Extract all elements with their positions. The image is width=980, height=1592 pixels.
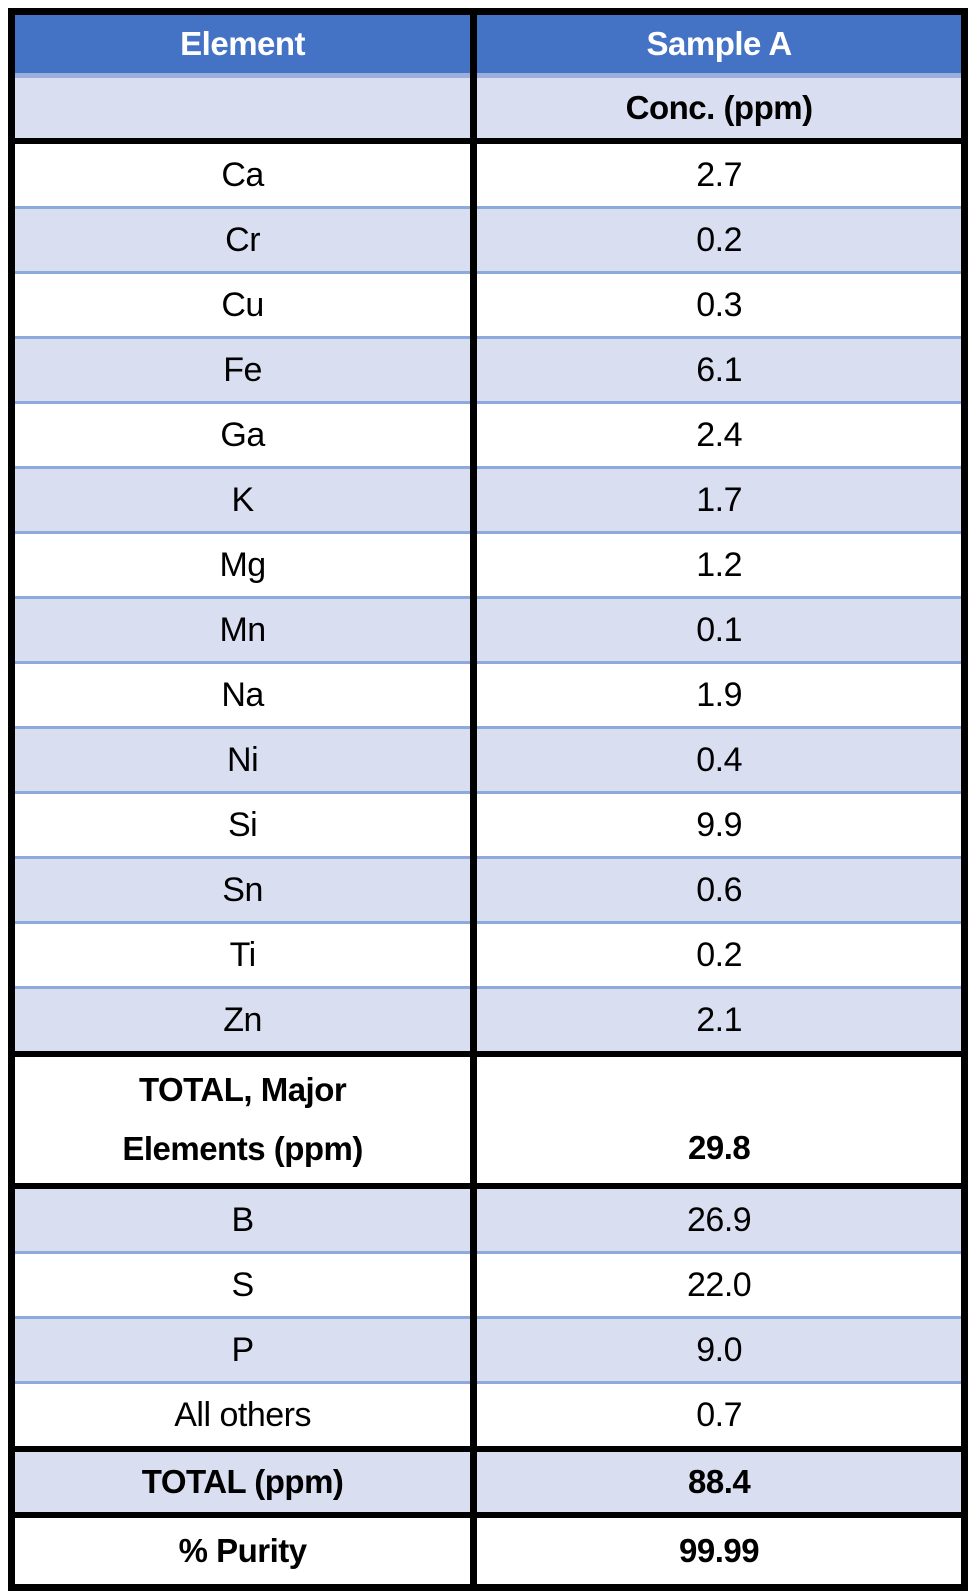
element-symbol: Cr [11, 207, 474, 274]
total-major-label-line1: TOTAL, Major [138, 1071, 347, 1109]
element-conc: 0.4 [470, 727, 965, 794]
row-cu: Cu 0.3 [11, 272, 965, 339]
element-symbol: All others [11, 1382, 474, 1452]
element-symbol: Zn [11, 987, 474, 1057]
sample-a-table: Element Sample A Conc. (ppm) Ca 2.7 Cr 0… [8, 8, 968, 1591]
row-b: B 26.9 [11, 1186, 965, 1254]
header-conc-ppm: Conc. (ppm) [470, 75, 965, 144]
element-conc: 0.7 [470, 1382, 965, 1452]
element-symbol: Mg [11, 532, 474, 599]
row-p: P 9.0 [11, 1317, 965, 1384]
element-conc: 9.0 [470, 1317, 965, 1384]
element-conc: 2.4 [470, 402, 965, 469]
row-si: Si 9.9 [11, 792, 965, 859]
row-na: Na 1.9 [11, 662, 965, 729]
row-ga: Ga 2.4 [11, 402, 965, 469]
row-s: S 22.0 [11, 1252, 965, 1319]
element-conc: 26.9 [470, 1186, 965, 1254]
element-conc: 0.2 [470, 922, 965, 989]
element-symbol: Ga [11, 402, 474, 469]
element-conc: 0.2 [470, 207, 965, 274]
row-fe: Fe 6.1 [11, 337, 965, 404]
element-symbol: K [11, 467, 474, 534]
header-element-units-empty [11, 75, 474, 144]
total-ppm-label: TOTAL (ppm) [11, 1449, 474, 1518]
purity-value: 99.99 [470, 1515, 965, 1588]
header-element: Element [11, 11, 474, 78]
element-symbol: Ca [11, 141, 474, 209]
total-ppm-value: 88.4 [470, 1449, 965, 1518]
element-conc: 1.2 [470, 532, 965, 599]
header-sample-a: Sample A [470, 11, 965, 78]
element-conc: 1.7 [470, 467, 965, 534]
element-conc: 6.1 [470, 337, 965, 404]
element-symbol: Ni [11, 727, 474, 794]
row-total-major-elements: TOTAL, Major Elements (ppm) 29.8 [11, 1054, 965, 1189]
element-symbol: B [11, 1186, 474, 1254]
row-zn: Zn 2.1 [11, 987, 965, 1057]
element-symbol: Sn [11, 857, 474, 924]
header-row-units: Conc. (ppm) [11, 75, 965, 144]
element-symbol: P [11, 1317, 474, 1384]
row-mn: Mn 0.1 [11, 597, 965, 664]
header-row-titles: Element Sample A [11, 11, 965, 78]
row-percent-purity: % Purity 99.99 [11, 1515, 965, 1588]
elements-concentration-table: Element Sample A Conc. (ppm) Ca 2.7 Cr 0… [8, 8, 968, 1591]
element-symbol: Ti [11, 922, 474, 989]
total-major-label-line2: Elements (ppm) [122, 1130, 363, 1167]
row-ti: Ti 0.2 [11, 922, 965, 989]
element-conc: 0.6 [470, 857, 965, 924]
element-symbol: Fe [11, 337, 474, 404]
purity-label: % Purity [11, 1515, 474, 1588]
element-conc: 0.1 [470, 597, 965, 664]
row-k: K 1.7 [11, 467, 965, 534]
element-conc: 1.9 [470, 662, 965, 729]
row-mg: Mg 1.2 [11, 532, 965, 599]
row-cr: Cr 0.2 [11, 207, 965, 274]
row-total-ppm: TOTAL (ppm) 88.4 [11, 1449, 965, 1518]
element-symbol: Cu [11, 272, 474, 339]
element-conc: 22.0 [470, 1252, 965, 1319]
row-ni: Ni 0.4 [11, 727, 965, 794]
element-symbol: Na [11, 662, 474, 729]
total-major-value: 29.8 [470, 1054, 965, 1189]
row-sn: Sn 0.6 [11, 857, 965, 924]
total-major-label: TOTAL, Major Elements (ppm) [11, 1054, 474, 1189]
element-symbol: Si [11, 792, 474, 859]
element-conc: 0.3 [470, 272, 965, 339]
element-conc: 2.1 [470, 987, 965, 1057]
row-ca: Ca 2.7 [11, 141, 965, 209]
element-conc: 2.7 [470, 141, 965, 209]
element-symbol: Mn [11, 597, 474, 664]
element-symbol: S [11, 1252, 474, 1319]
element-conc: 9.9 [470, 792, 965, 859]
row-all-others: All others 0.7 [11, 1382, 965, 1452]
